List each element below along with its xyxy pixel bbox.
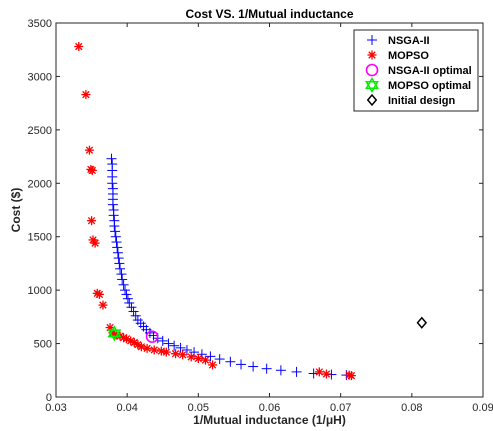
y-tick-label: 3500: [28, 18, 52, 30]
data-point: [116, 269, 127, 280]
data-point: [115, 263, 126, 274]
data-point: [124, 297, 135, 308]
data-point: [121, 289, 132, 300]
data-point: [122, 293, 133, 304]
series-diamond: [416, 316, 428, 329]
data-point: [189, 347, 200, 358]
axis-ticks: 0.03 0.04 0.05 0.06 0.07 0.08 0.09 0 500 1000 1500…: [28, 18, 493, 414]
legend-marker: [367, 35, 377, 45]
data-point: [275, 365, 286, 376]
legend-label: MOPSO: [388, 50, 429, 62]
data-point: [98, 300, 108, 310]
data-point: [87, 216, 97, 226]
y-tick-label: 0: [46, 392, 52, 404]
data-point: [157, 335, 168, 346]
data-point: [108, 210, 119, 221]
data-point: [208, 360, 218, 370]
y-tick-label: 3000: [28, 71, 52, 83]
data-point: [200, 355, 210, 365]
data-point: [113, 253, 124, 264]
data-point: [111, 237, 122, 248]
data-point: [94, 289, 104, 299]
legend-marker: [366, 93, 378, 107]
data-point: [149, 345, 159, 355]
x-tick-label: 0.05: [188, 402, 209, 414]
data-point: [126, 302, 137, 313]
data-point: [112, 242, 123, 253]
legend-label: MOPSO optimal: [388, 80, 471, 92]
data-point: [136, 342, 146, 352]
data-point: [130, 310, 141, 321]
data-point: [163, 338, 174, 349]
data-point: [291, 366, 302, 377]
y-tick-label: 2500: [28, 125, 52, 137]
data-point: [145, 330, 159, 343]
data-point: [84, 145, 94, 155]
data-point: [261, 363, 272, 374]
data-point: [181, 344, 192, 355]
data-point: [107, 178, 118, 189]
data-point: [175, 342, 186, 353]
data-point: [110, 226, 121, 237]
legend-marker: [365, 63, 379, 77]
data-point: [161, 347, 171, 357]
data-point: [74, 42, 84, 52]
y-tick-label: 1000: [28, 285, 52, 297]
data-point: [205, 351, 216, 362]
x-tick-label: 0.07: [330, 402, 351, 414]
data-point: [106, 153, 117, 164]
data-point: [314, 367, 324, 377]
legend-marker: [367, 50, 377, 60]
y-tick-label: 2000: [28, 178, 52, 190]
data-point: [120, 285, 131, 296]
data-point: [248, 361, 259, 372]
x-tick-label: 0.03: [45, 402, 66, 414]
legend-marker: [365, 77, 379, 93]
y-tick-label: 1500: [28, 232, 52, 244]
x-tick-label: 0.09: [472, 402, 493, 414]
data-point: [128, 306, 139, 317]
data-point: [236, 359, 247, 370]
data-point: [321, 369, 331, 379]
data-point: [118, 279, 129, 290]
series-asterisk: [74, 42, 356, 381]
data-point: [171, 349, 181, 359]
chart-title: Cost VS. 1/Mutual inductance: [185, 7, 353, 21]
data-point: [107, 325, 122, 342]
data-point: [109, 221, 120, 232]
data-point: [90, 238, 100, 248]
x-tick-label: 0.06: [259, 402, 280, 414]
x-tick-label: 0.04: [116, 402, 137, 414]
data-point: [186, 352, 196, 362]
data-point: [114, 258, 125, 269]
x-axis-label: 1/Mutual inductance (1/μH): [193, 413, 346, 427]
data-point: [112, 247, 123, 258]
data-point: [193, 354, 203, 364]
legend-label: NSGA-II: [388, 35, 430, 47]
y-tick-label: 500: [34, 339, 52, 351]
series-circle: [145, 330, 159, 343]
x-tick-label: 0.08: [401, 402, 422, 414]
series-plus: [106, 153, 352, 381]
data-point: [110, 231, 121, 242]
data-point: [178, 350, 188, 360]
data-point: [169, 340, 180, 351]
series-hexagram: [107, 325, 122, 342]
data-point: [117, 274, 128, 285]
data-point: [81, 90, 91, 100]
data-marks: [74, 42, 428, 381]
data-point: [142, 343, 152, 353]
data-point: [346, 371, 356, 381]
data-point: [214, 354, 225, 365]
data-point: [87, 165, 97, 175]
legend: NSGA-II MOPSO NSGA-II optimal MOPSO optimal…: [353, 29, 479, 112]
data-point: [107, 199, 118, 210]
data-point: [225, 356, 236, 367]
y-axis-label: Cost ($): [9, 188, 23, 233]
legend-label: Initial design: [388, 95, 456, 107]
data-point: [416, 316, 428, 329]
legend-label: NSGA-II optimal: [388, 65, 472, 77]
